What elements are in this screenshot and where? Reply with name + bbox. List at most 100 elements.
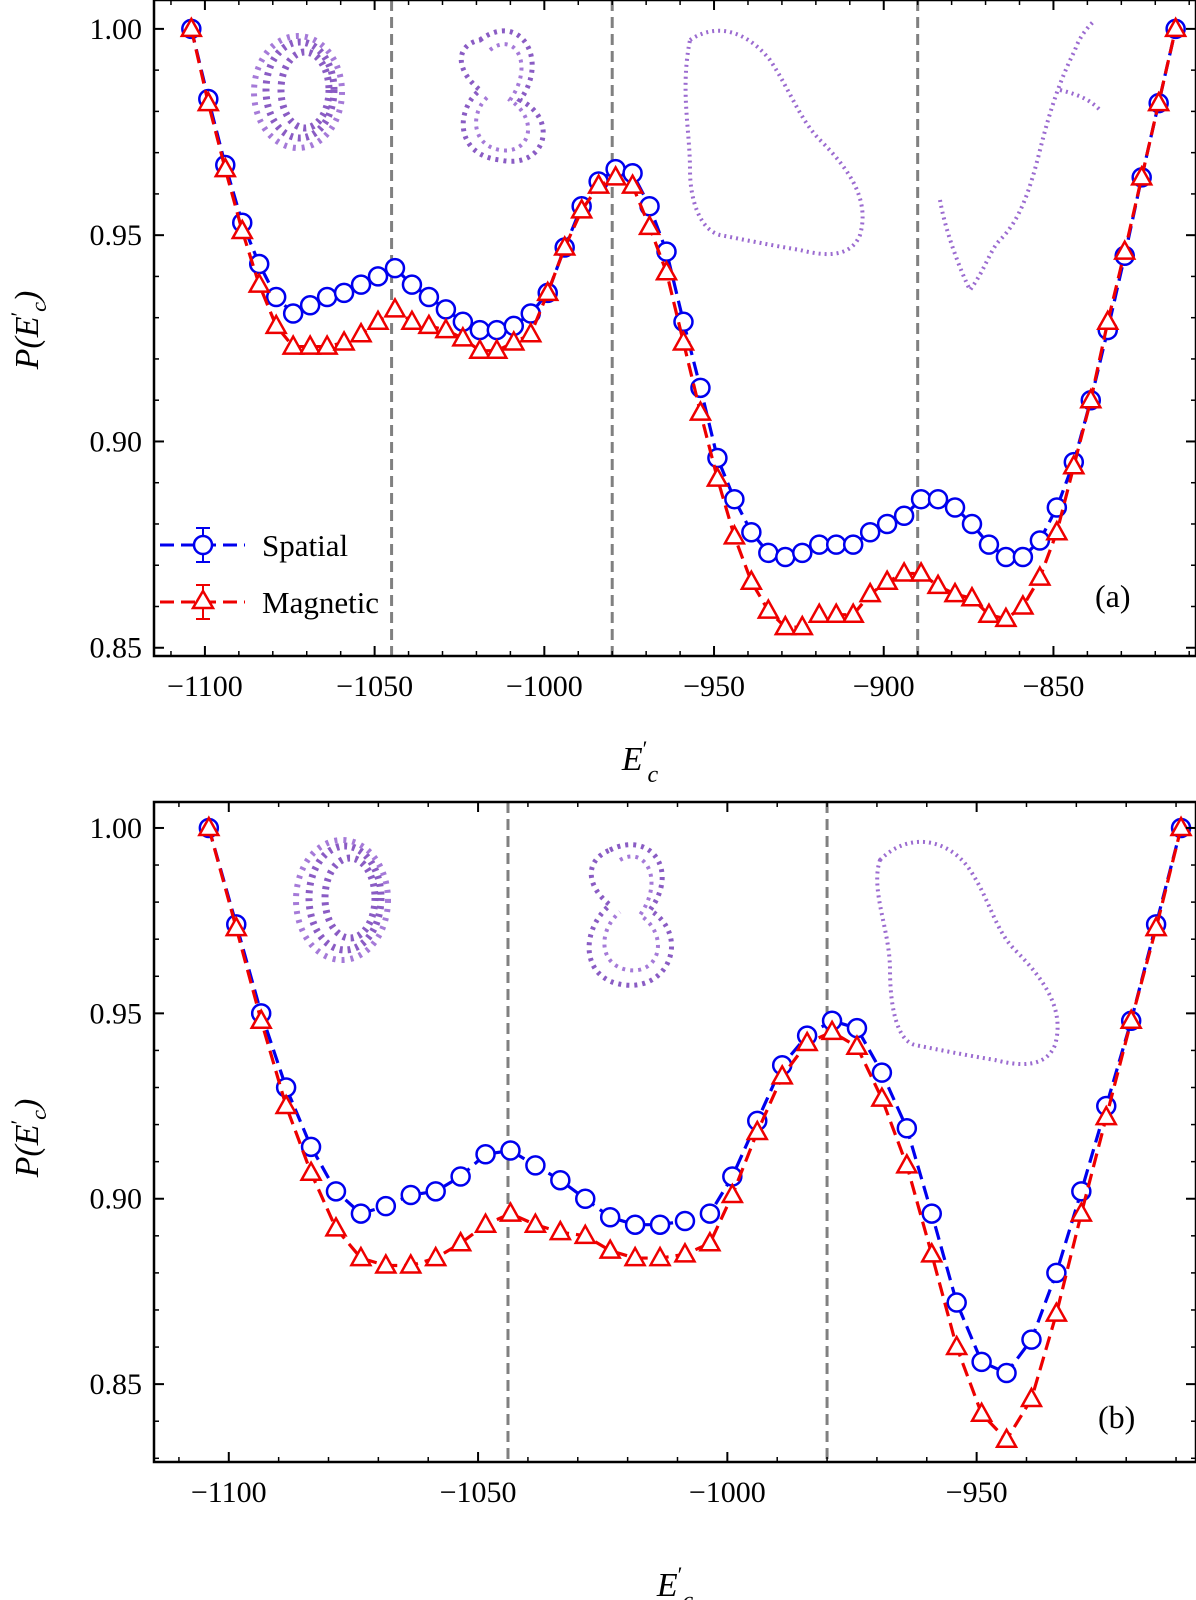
y-tick-label: 0.95: [90, 997, 143, 1030]
legend-item-magnetic: Magnetic: [160, 584, 379, 620]
data-point-magnetic: [424, 1245, 448, 1267]
data-point-magnetic: [448, 1230, 473, 1252]
data-point-magnetic: [756, 598, 780, 619]
data-point-magnetic: [1044, 1301, 1069, 1322]
data-point-spatial: [859, 521, 881, 543]
data-point-magnetic: [969, 1401, 994, 1423]
data-point-spatial: [350, 1203, 372, 1224]
structure-snapshot-5: [293, 837, 391, 963]
data-point-magnetic: [434, 317, 458, 339]
data-point-magnetic: [468, 338, 492, 359]
data-point-magnetic: [1094, 1104, 1118, 1126]
data-point-magnetic: [845, 1034, 869, 1055]
data-point-spatial: [842, 534, 864, 555]
data-point-magnetic: [739, 569, 763, 590]
data-point-spatial: [469, 319, 491, 341]
data-point-spatial: [1046, 1262, 1067, 1284]
x-tick-label: −1100: [167, 670, 243, 703]
y-tick-label: 1.00: [90, 812, 143, 845]
data-point-magnetic: [315, 334, 339, 355]
data-point-magnetic: [722, 523, 747, 545]
data-point-magnetic: [770, 1063, 794, 1085]
y-tick-label: 0.90: [90, 1183, 143, 1216]
data-point-spatial: [450, 1166, 471, 1187]
data-point-magnetic: [909, 560, 933, 582]
data-point-spatial: [775, 546, 796, 568]
data-point-magnetic: [945, 1334, 969, 1356]
data-point-magnetic: [1144, 915, 1168, 937]
x-tick-label: −1050: [440, 1476, 517, 1509]
data-point-magnetic: [623, 1245, 647, 1267]
data-point-magnetic: [1011, 593, 1035, 615]
data-point-spatial: [1012, 546, 1034, 568]
data-point-magnetic: [790, 614, 814, 636]
data-point-magnetic: [1079, 387, 1103, 409]
data-point-magnetic: [820, 1019, 844, 1041]
data-point-spatial: [741, 521, 762, 543]
data-point-magnetic: [1019, 1386, 1044, 1408]
data-point-magnetic: [698, 1230, 722, 1252]
data-point-magnetic: [519, 321, 543, 343]
reference-lines: [506, 802, 829, 1462]
x-tick-label: −1050: [336, 670, 413, 703]
data-point-magnetic: [773, 614, 797, 636]
data-point-magnetic: [324, 1215, 348, 1237]
data-point-spatial: [435, 299, 457, 320]
x-axis-label-a: E′c: [621, 736, 659, 788]
data-point-magnetic: [230, 218, 254, 240]
series-line-spatial: [207, 827, 1183, 1375]
data-point-spatial: [265, 286, 287, 308]
data-point-spatial: [624, 1214, 646, 1235]
data-point-magnetic: [807, 602, 831, 623]
data-point-spatial: [316, 286, 338, 308]
data-point-magnetic: [1113, 239, 1137, 260]
data-point-magnetic: [994, 606, 1018, 628]
data-point-magnetic: [603, 164, 628, 186]
data-point-magnetic: [179, 16, 203, 38]
data-point-magnetic: [536, 280, 560, 302]
data-point-magnetic: [620, 173, 645, 194]
structure-snapshot-2: [458, 28, 546, 164]
data-point-spatial: [325, 1181, 347, 1202]
y-axis-label-b: P(E′c): [6, 1099, 51, 1179]
x-tick-label: −850: [1022, 670, 1084, 703]
data-point-spatial: [599, 1207, 621, 1228]
data-point-spatial: [792, 542, 813, 564]
data-point-magnetic: [553, 234, 577, 256]
data-point-spatial: [978, 534, 1000, 555]
data-point-magnetic: [548, 1219, 572, 1241]
data-point-spatial: [282, 303, 304, 324]
data-point-magnetic: [1045, 519, 1069, 541]
structure-snapshot-3: [683, 28, 865, 257]
data-point-magnetic: [1062, 453, 1086, 475]
data-point-spatial: [486, 319, 508, 341]
data-point-magnetic: [349, 321, 373, 343]
series-group: [197, 815, 1193, 1449]
legend-label-spatial: Spatial: [262, 528, 348, 563]
data-point-magnetic: [1096, 309, 1120, 331]
data-point-magnetic: [960, 585, 984, 607]
y-tick-label: 1.00: [90, 13, 143, 46]
panel-label-a: (a): [1095, 578, 1131, 614]
data-point-magnetic: [705, 466, 730, 487]
data-point-magnetic: [247, 272, 271, 293]
data-point-spatial: [300, 1136, 322, 1158]
data-point-magnetic: [654, 259, 679, 281]
data-point-magnetic: [1069, 1201, 1093, 1222]
x-tick-label: −950: [683, 670, 745, 703]
data-point-spatial: [401, 274, 423, 295]
data-point-spatial: [500, 1140, 521, 1161]
data-point-magnetic: [399, 1252, 423, 1274]
data-point-magnetic: [1130, 164, 1154, 186]
data-point-magnetic: [720, 1182, 744, 1204]
data-point-magnetic: [383, 296, 407, 318]
data-point-spatial: [809, 534, 830, 555]
data-point-spatial: [1021, 1329, 1042, 1350]
data-point-magnetic: [366, 309, 390, 331]
data-point-spatial: [425, 1181, 446, 1202]
data-point-magnetic: [1169, 815, 1193, 837]
data-point-magnetic: [1147, 90, 1171, 112]
data-point-spatial: [418, 286, 440, 308]
